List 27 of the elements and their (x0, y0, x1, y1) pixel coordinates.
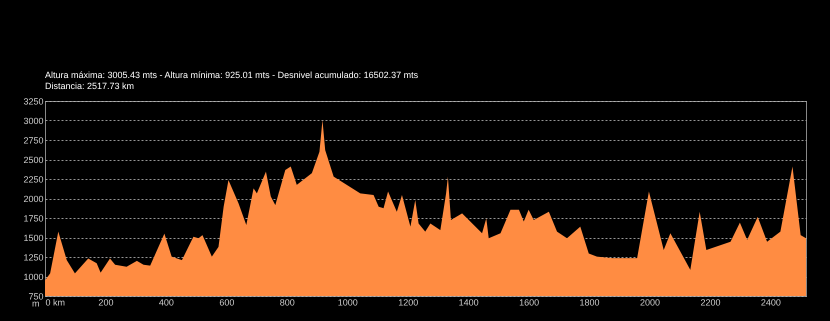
y-tick-label: 3250 (23, 96, 44, 106)
y-tick-label: 1500 (23, 233, 44, 243)
x-tick-label: 600 (219, 298, 234, 308)
x-tick-label: 2000 (640, 298, 660, 308)
x-tick-label: 2400 (760, 298, 781, 308)
chart-title: Altura máxima: 3005.43 mts - Altura mínima: 925.01 mts - Desnivel acumulado: 16502.37 mts (45, 70, 419, 80)
x-tick-label: 0 km (46, 298, 66, 308)
y-tick-label: 2750 (23, 136, 44, 146)
y-tick-label: 1000 (23, 272, 44, 282)
chart-subtitle: Distancia: 2517.73 km (45, 81, 134, 91)
y-tick-label: 1750 (23, 214, 44, 224)
x-tick-label: 1200 (398, 298, 418, 308)
y-tick-label: 2000 (23, 194, 44, 204)
x-tick-label: 400 (158, 298, 174, 308)
y-tick-label: 3000 (23, 116, 44, 126)
y-tick-label: 1250 (23, 252, 44, 262)
y-axis-title: m (32, 298, 40, 308)
x-tick-label: 200 (98, 298, 114, 308)
x-tick-label: 2200 (700, 298, 720, 308)
x-tick-label: 1000 (338, 298, 358, 308)
x-tick-label: 800 (280, 298, 295, 308)
x-tick-label: 1800 (580, 298, 600, 308)
x-tick-label: 1400 (458, 298, 479, 308)
y-tick-label: 2250 (23, 174, 44, 184)
y-tick-label: 2500 (23, 155, 44, 165)
y-tick-label: 750 (28, 292, 44, 302)
x-tick-label: 1600 (519, 298, 540, 308)
